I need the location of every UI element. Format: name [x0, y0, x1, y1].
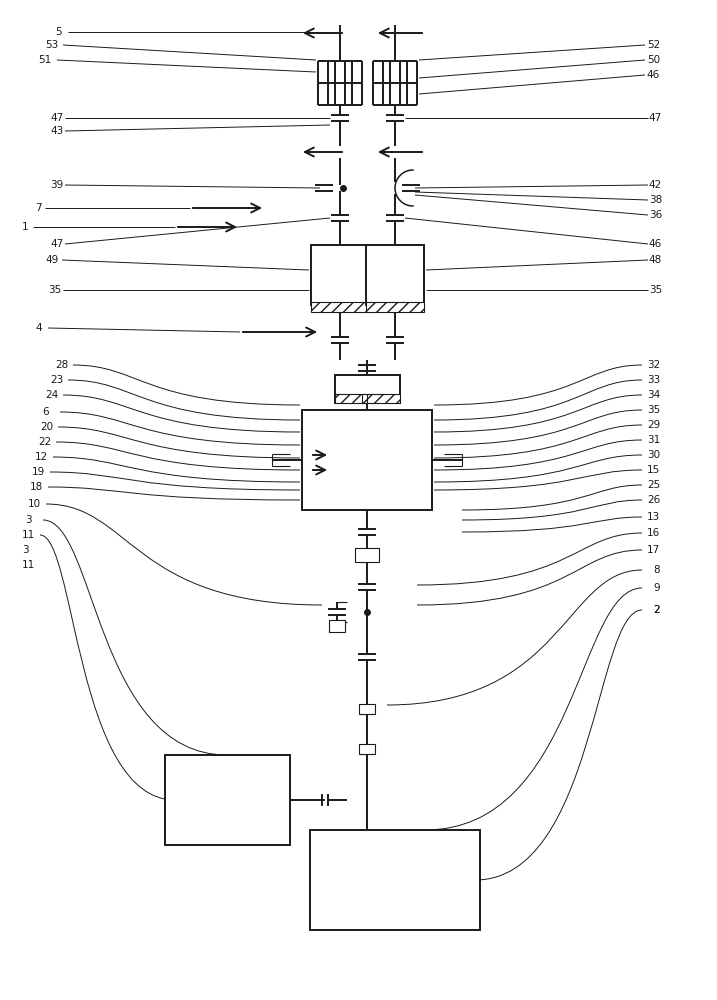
Bar	[302, 410, 432, 510]
Text: 51: 51	[38, 55, 51, 65]
Text: 48: 48	[649, 255, 662, 265]
Text: 4: 4	[35, 323, 42, 333]
Bar	[355, 548, 379, 562]
Text: 31: 31	[647, 435, 660, 445]
Text: 32: 32	[647, 360, 660, 370]
Bar	[165, 755, 290, 845]
Text: 2: 2	[653, 605, 660, 615]
Text: 3: 3	[22, 545, 29, 555]
Bar	[311, 245, 369, 305]
Text: 42: 42	[649, 180, 662, 190]
Text: 5: 5	[55, 27, 62, 37]
Text: 11: 11	[22, 530, 35, 540]
Text: 35: 35	[48, 285, 61, 295]
Text: 38: 38	[649, 195, 662, 205]
Text: 10: 10	[28, 499, 41, 509]
Text: 6: 6	[42, 407, 49, 417]
Text: 46: 46	[647, 70, 660, 80]
Text: 3: 3	[25, 515, 32, 525]
Text: 35: 35	[647, 405, 660, 415]
Text: 22: 22	[38, 437, 51, 447]
Text: 9: 9	[653, 583, 660, 593]
Text: 7: 7	[35, 203, 42, 213]
Text: 34: 34	[647, 390, 660, 400]
Text: 23: 23	[50, 375, 63, 385]
Text: 36: 36	[649, 210, 662, 220]
Bar	[366, 245, 424, 305]
Text: 19: 19	[32, 467, 45, 477]
Text: 26: 26	[647, 495, 660, 505]
Bar	[359, 704, 375, 714]
Text: 20: 20	[40, 422, 53, 432]
Text: 35: 35	[649, 285, 662, 295]
Text: 52: 52	[647, 40, 660, 50]
Bar	[366, 302, 424, 312]
Text: 16: 16	[647, 528, 660, 538]
Bar	[310, 830, 480, 930]
Text: 43: 43	[50, 126, 63, 136]
Text: 25: 25	[647, 480, 660, 490]
Text: 49: 49	[45, 255, 58, 265]
Text: 15: 15	[647, 465, 660, 475]
Text: 2: 2	[653, 605, 660, 615]
Text: 47: 47	[50, 239, 63, 249]
Bar	[335, 375, 400, 403]
Text: 50: 50	[647, 55, 660, 65]
Text: 53: 53	[45, 40, 58, 50]
Text: 47: 47	[50, 113, 63, 123]
Text: 17: 17	[647, 545, 660, 555]
Bar	[359, 744, 375, 754]
Bar	[335, 394, 400, 403]
Text: 29: 29	[647, 420, 660, 430]
Text: 11: 11	[22, 560, 35, 570]
Text: 18: 18	[30, 482, 43, 492]
Text: 33: 33	[647, 375, 660, 385]
Text: 12: 12	[35, 452, 48, 462]
Text: 13: 13	[647, 512, 660, 522]
Bar	[362, 394, 367, 403]
Text: 46: 46	[649, 239, 662, 249]
Bar	[329, 620, 345, 632]
Text: 24: 24	[45, 390, 58, 400]
Text: 39: 39	[50, 180, 63, 190]
Text: 47: 47	[649, 113, 662, 123]
Text: 8: 8	[653, 565, 660, 575]
Text: 1: 1	[22, 222, 29, 232]
Text: 28: 28	[55, 360, 68, 370]
Bar	[311, 302, 369, 312]
Text: 30: 30	[647, 450, 660, 460]
